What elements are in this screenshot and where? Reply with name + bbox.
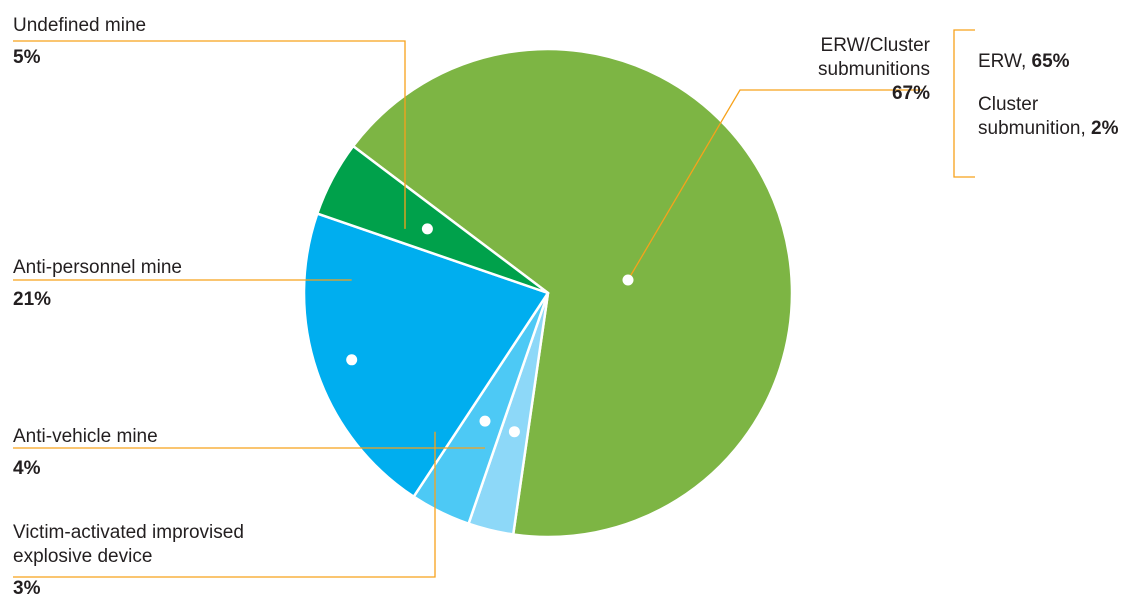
- value-erw: 65%: [1031, 51, 1070, 72]
- leader-lines: [13, 29, 975, 578]
- label-anti-personnel-mine-text: Anti-personnel mine: [13, 257, 182, 278]
- label-erw-cluster-line1: ERW/Cluster: [820, 35, 930, 56]
- breakdown-bracket: [953, 29, 975, 178]
- slice-erw-cluster-marker: [622, 274, 634, 286]
- leader-victim-activated-ied: [13, 431, 436, 578]
- slice-markers: [346, 223, 634, 438]
- value-victim-activated-ied: 3%: [13, 578, 41, 599]
- leader-erw-cluster: [627, 89, 922, 281]
- label-erw-cluster-line2: submunitions: [818, 59, 930, 80]
- label-victim-line2: explosive device: [13, 546, 153, 567]
- slice-anti-vehicle-mine-marker: [479, 415, 491, 427]
- value-erw-cluster: 67%: [891, 83, 930, 104]
- leader-undefined-mine: [13, 40, 406, 229]
- slice-undefined-mine-marker: [421, 223, 433, 235]
- slice-undefined-mine: [316, 144, 550, 295]
- label-erw-breakdown: ERW, 65%: [978, 51, 1070, 72]
- label-cluster-breakdown: Cluster submunition, 2%: [978, 94, 1119, 139]
- label-undefined-mine: Undefined mine 5%: [13, 14, 146, 70]
- label-erw-cluster: ERW/Cluster submunitions 67%: [818, 34, 930, 106]
- label-victim-activated-ied: Victim-activated improvised explosive de…: [13, 521, 244, 601]
- value-undefined-mine: 5%: [13, 47, 41, 68]
- slice-victim-activated-ied-marker: [508, 426, 520, 438]
- value-anti-personnel-mine: 21%: [13, 289, 52, 310]
- label-anti-vehicle-mine-text: Anti-vehicle mine: [13, 426, 158, 447]
- value-anti-vehicle-mine: 4%: [13, 458, 41, 479]
- slice-anti-personnel-mine: [302, 212, 550, 498]
- label-anti-personnel-mine: Anti-personnel mine 21%: [13, 256, 182, 312]
- pie-slices: [302, 47, 794, 539]
- label-victim-line1: Victim-activated improvised: [13, 522, 244, 543]
- label-undefined-mine-text: Undefined mine: [13, 15, 147, 36]
- slice-anti-personnel-mine-marker: [346, 354, 358, 366]
- slice-erw-cluster: [351, 47, 794, 539]
- label-erw: ERW: [978, 51, 1021, 72]
- label-cluster-line2: submunition: [978, 118, 1081, 139]
- value-cluster: 2%: [1091, 118, 1119, 139]
- label-anti-vehicle-mine: Anti-vehicle mine 4%: [13, 425, 158, 481]
- label-cluster-line1: Cluster: [978, 94, 1039, 115]
